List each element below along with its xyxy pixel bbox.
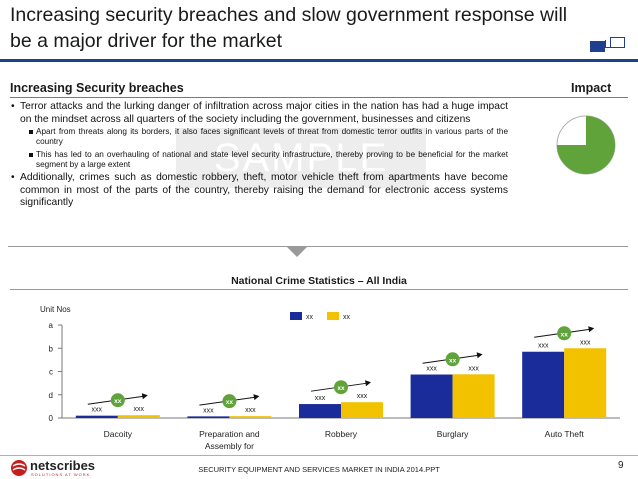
logo-mark-icon	[11, 460, 27, 476]
growth-badge	[222, 394, 237, 409]
chart-separator	[8, 246, 628, 247]
x-category-label-line: Robbery	[325, 429, 358, 439]
footer-text: SECURITY EQUIPMENT AND SERVICES MARKET I…	[198, 465, 440, 474]
bar-data-label: xxx	[426, 366, 437, 373]
company-logo: netscribes SOLUTIONS AT WORK	[10, 458, 118, 478]
y-tick-label: a	[49, 321, 54, 330]
sub-bullet-item: Apart from threats along its borders, it…	[8, 127, 508, 147]
bullet-item: Terror attacks and the lurking danger of…	[8, 101, 508, 126]
monitor-filled-icon	[590, 41, 605, 52]
growth-badge-label: xx	[449, 357, 457, 364]
y-axis-label: Unit Nos	[40, 305, 71, 314]
connector-icon	[605, 40, 611, 48]
bar	[229, 416, 272, 418]
x-category-label: Burglary	[437, 429, 469, 439]
down-arrow-icon	[286, 246, 308, 257]
impact-heading: Impact	[571, 81, 612, 95]
slide-icons	[586, 36, 634, 58]
x-category-label: Robbery	[325, 429, 358, 439]
growth-badge	[445, 352, 460, 367]
growth-arrowhead-icon	[141, 393, 148, 400]
x-category-label-line: Auto Theft	[545, 429, 585, 439]
y-tick-label: 0	[49, 414, 54, 423]
growth-badge-label: xx	[114, 398, 122, 405]
bar-data-label: xxx	[538, 343, 549, 350]
title-rule	[0, 59, 638, 62]
footer-rule	[0, 455, 638, 456]
body-text: Terror attacks and the lurking danger of…	[8, 101, 508, 211]
bar-data-label: xxx	[468, 365, 479, 372]
bar-data-label: xxx	[245, 407, 256, 414]
bar	[564, 348, 607, 418]
growth-badge	[110, 393, 125, 408]
y-tick-label: d	[49, 391, 53, 400]
y-tick-label: c	[49, 368, 53, 377]
impact-pie-fill	[557, 116, 615, 174]
page-number: 9	[618, 460, 624, 471]
bar	[187, 416, 230, 418]
legend-swatch	[327, 312, 339, 320]
bar-data-label: xxx	[315, 395, 326, 402]
bar	[410, 374, 453, 418]
impact-pie-icon	[556, 115, 616, 175]
y-tick-label: b	[49, 344, 54, 353]
bar-data-label: xxx	[357, 393, 368, 400]
x-category-label-line: Preparation and	[199, 429, 260, 439]
bar	[299, 404, 341, 418]
x-category-label-line: Assembly for	[205, 441, 254, 451]
x-category-label-line: Dacoity	[215, 453, 244, 455]
x-category-label: Auto Theft	[545, 429, 585, 439]
growth-arrowhead-icon	[476, 352, 483, 359]
growth-badge-label: xx	[337, 385, 345, 392]
chart-title-rule	[10, 289, 628, 290]
logo-text: netscribes	[30, 458, 96, 473]
bullet-item: Additionally, crimes such as domestic ro…	[8, 172, 508, 210]
growth-badge	[334, 380, 348, 395]
sub-bullet-item: This has led to an overhauling of nation…	[8, 150, 508, 170]
x-category-label: Preparation and Assembly for Dacoity	[199, 429, 260, 455]
chart-title: National Crime Statistics – All India	[231, 275, 407, 287]
growth-badge	[557, 326, 572, 341]
legend-swatch	[290, 312, 302, 320]
x-category-label: Dacoity	[104, 429, 133, 439]
growth-badge-label: xx	[226, 399, 234, 406]
growth-arrowhead-icon	[588, 326, 595, 333]
logo-tagline: SOLUTIONS AT WORK	[31, 472, 91, 477]
x-category-label-line: Burglary	[437, 429, 469, 439]
legend-label: xx	[306, 314, 314, 321]
x-category-label-line: Dacoity	[104, 429, 133, 439]
bar-data-label: xxx	[203, 407, 214, 414]
growth-arrowhead-icon	[253, 394, 260, 401]
bar	[341, 402, 383, 418]
slide-title: Increasing security breaches and slow go…	[10, 4, 568, 52]
heading-rule	[10, 97, 628, 98]
growth-arrowhead-icon	[365, 380, 371, 387]
legend-label: xx	[343, 314, 351, 321]
growth-badge-label: xx	[561, 331, 569, 338]
bar	[117, 415, 160, 418]
bar	[75, 415, 118, 418]
bar	[522, 351, 565, 418]
monitor-outline-icon	[610, 37, 625, 48]
bar	[452, 374, 495, 418]
bar-data-label: xxx	[134, 406, 145, 413]
bar-data-label: xxx	[92, 407, 103, 414]
section-heading: Increasing Security breaches	[10, 81, 184, 95]
bar-data-label: xxx	[580, 339, 591, 346]
